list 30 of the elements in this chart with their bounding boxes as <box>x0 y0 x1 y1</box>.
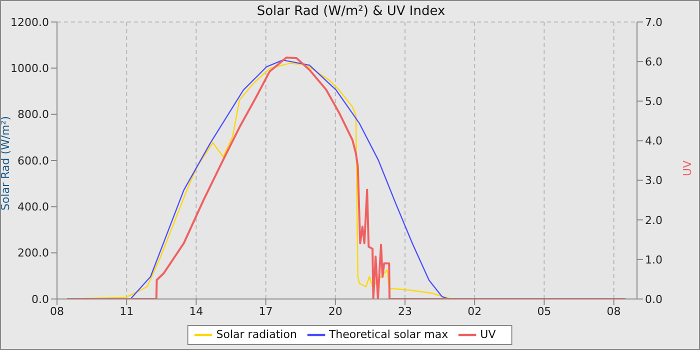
y2-tick-label: 0.0 <box>645 292 662 306</box>
x-tick-label: 20 <box>328 304 342 318</box>
y-tick-label: 400.0 <box>18 200 49 214</box>
y-tick-label: 1000.0 <box>10 62 49 76</box>
y2-tick-label: 3.0 <box>645 174 662 188</box>
y2-axis-title: UV <box>680 160 694 176</box>
y2-tick-label: 4.0 <box>645 134 662 148</box>
y2-tick-label: 6.0 <box>645 55 662 68</box>
x-tick-label: 14 <box>189 304 204 318</box>
x-tick-label: 23 <box>398 304 412 318</box>
chart-title: Solar Rad (W/m²) & UV Index <box>256 4 446 19</box>
x-tick-label: 02 <box>468 304 482 318</box>
y2-tick-label: 1.0 <box>645 253 662 266</box>
y-tick-label: 200.0 <box>18 246 49 260</box>
legend-label: UV <box>480 328 496 342</box>
y-tick-label: 800.0 <box>18 108 49 122</box>
x-tick-label: 11 <box>120 304 134 318</box>
x-tick-label: 08 <box>606 304 621 318</box>
x-tick-label: 08 <box>50 304 64 318</box>
y-tick-label: 1200.0 <box>10 16 49 29</box>
y-axis-title: Solar Rad (W/m²) <box>0 116 12 210</box>
x-tick-label: 05 <box>537 304 552 318</box>
y2-tick-label: 2.0 <box>645 214 662 227</box>
x-tick-label: 17 <box>258 304 273 318</box>
legend-label: Solar radiation <box>216 328 297 342</box>
y2-tick-label: 5.0 <box>645 95 662 108</box>
y-tick-label: 600.0 <box>18 154 49 168</box>
y-tick-label: 0.0 <box>32 292 49 306</box>
y2-tick-label: 7.0 <box>645 16 662 29</box>
legend-label: Theoretical solar max <box>328 328 448 342</box>
